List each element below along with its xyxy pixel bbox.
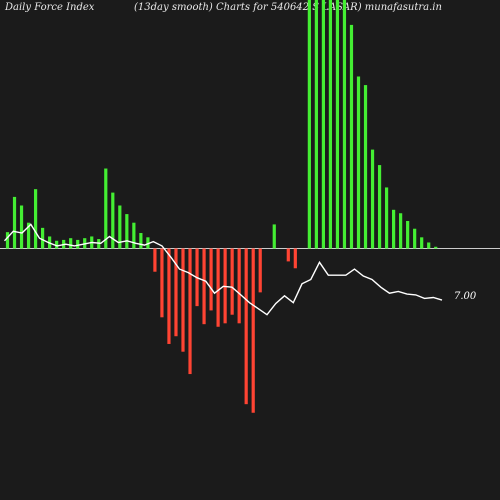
bar-positive (363, 85, 368, 249)
bar-negative (167, 248, 171, 344)
bar-positive (111, 192, 115, 249)
bar-positive (399, 213, 403, 249)
bar-negative (188, 248, 192, 375)
bar-positive (19, 205, 24, 249)
bar-negative (153, 248, 157, 272)
bar-positive (5, 232, 10, 249)
bar-positive (420, 237, 424, 249)
bar-positive (125, 214, 129, 249)
bar-positive (356, 76, 361, 249)
bar-negative (209, 248, 213, 311)
bar-positive (55, 240, 59, 249)
bar-negative (181, 248, 185, 352)
bar-negative (244, 248, 248, 405)
bar-positive (139, 233, 143, 249)
bar-positive (307, 0, 311, 249)
bar-positive (314, 0, 318, 249)
bar-positive (370, 149, 375, 249)
bar-negative (174, 248, 178, 337)
bar-negative (160, 248, 164, 318)
bar-positive (335, 0, 340, 249)
bar-positive (342, 0, 347, 249)
chart-subtitle: (13day smooth) Charts for 540642 S LASAR… (134, 2, 442, 13)
bar-positive (104, 168, 108, 249)
bar-negative (202, 248, 206, 325)
chart-title: Daily Force Index (5, 2, 95, 13)
bar-negative (216, 248, 220, 327)
bar-negative (237, 248, 241, 324)
bar-positive (33, 189, 38, 249)
bar-negative (258, 248, 262, 293)
bar-negative (286, 248, 290, 262)
bar-positive (118, 205, 122, 249)
bar-positive (377, 165, 382, 249)
bar-positive (427, 242, 431, 249)
bar-positive (146, 237, 150, 249)
bar-positive (132, 222, 136, 249)
bar-positive (41, 227, 45, 249)
bar-positive (321, 0, 325, 249)
bar-positive (69, 238, 73, 249)
bar-positive (76, 239, 80, 249)
bar-negative (251, 248, 255, 413)
bar-positive (349, 24, 354, 249)
bar-negative (230, 248, 234, 315)
bar-positive (434, 246, 438, 249)
last-value-label: 7.00 (454, 291, 477, 302)
smooth-force-line (3, 223, 443, 316)
bar-positive (392, 209, 396, 249)
bar-positive (413, 228, 417, 249)
bar-negative (293, 248, 297, 269)
bar-positive (406, 220, 410, 249)
bar-positive (12, 196, 17, 249)
bar-positive (384, 187, 389, 249)
bar-positive (272, 224, 276, 249)
bar-positive (328, 0, 333, 249)
bar-positive (26, 222, 31, 249)
